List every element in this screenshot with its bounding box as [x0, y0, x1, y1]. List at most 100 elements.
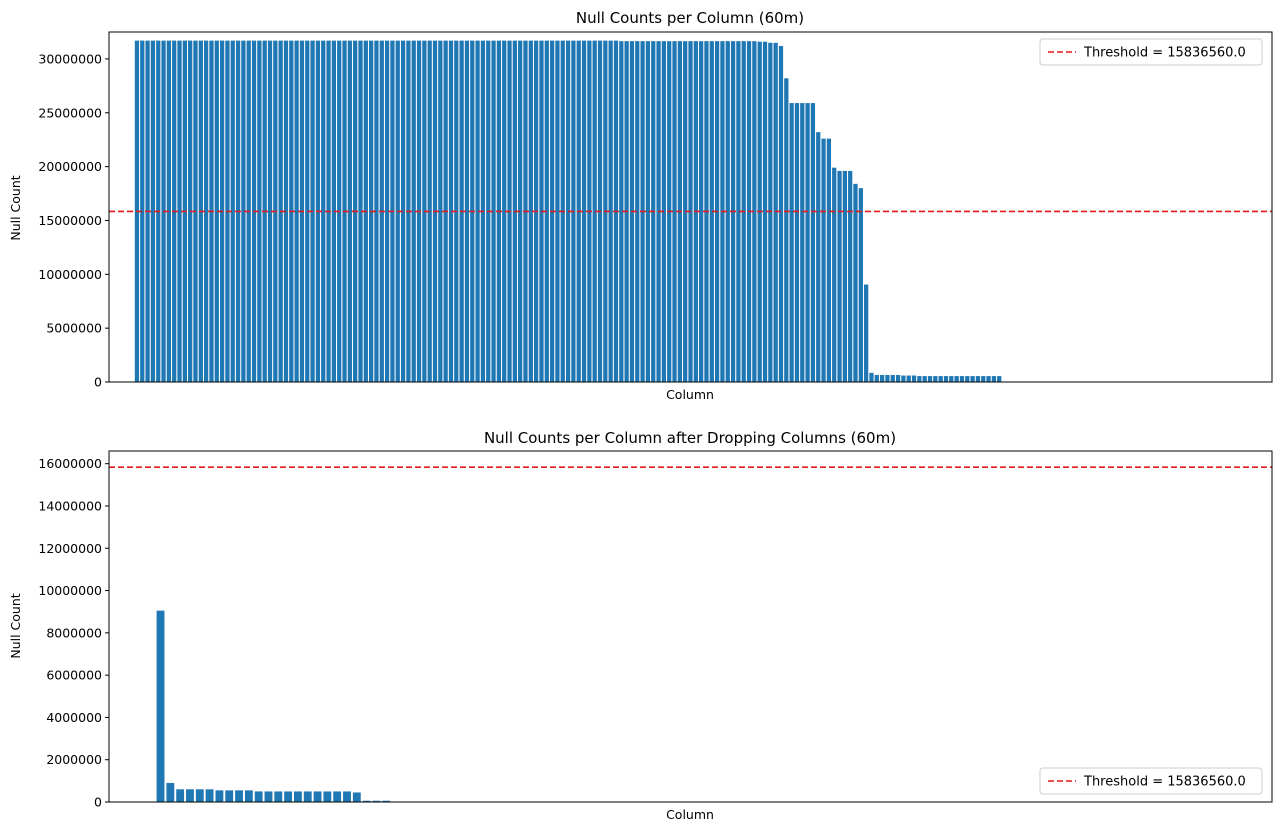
bar [784, 78, 789, 382]
bar [372, 800, 381, 802]
bar [264, 791, 273, 802]
y-tick-label: 12000000 [38, 541, 102, 556]
bar [150, 40, 156, 383]
y-tick-label: 25000000 [38, 105, 102, 120]
bar [869, 372, 874, 382]
y-tick-label: 10000000 [38, 583, 102, 598]
y-axis-label: Null Count [8, 593, 23, 658]
bar [938, 376, 943, 382]
y-tick-label: 6000000 [46, 668, 102, 683]
bar [215, 790, 224, 802]
bar [864, 284, 869, 382]
bar [313, 791, 322, 802]
legend-box [1039, 767, 1263, 795]
bar [885, 375, 890, 382]
legend-entry-threshold: Threshold = 15836560.0 [1083, 46, 1246, 61]
bar [635, 41, 640, 383]
bar [709, 41, 714, 383]
bar [294, 791, 302, 802]
y-tick-label: 15000000 [38, 213, 102, 228]
bar [186, 789, 194, 802]
bar [267, 40, 273, 383]
bar [874, 375, 879, 382]
bar [762, 41, 768, 382]
plot-frame [108, 31, 1273, 383]
bar [816, 132, 821, 382]
legend: Threshold = 15836560.0 [1039, 767, 1263, 795]
y-tick-label: 2000000 [46, 752, 102, 767]
bar [768, 42, 773, 383]
bar [204, 40, 209, 383]
bar [805, 103, 810, 382]
bar [205, 789, 214, 802]
bar [528, 40, 533, 383]
y-tick-label: 0 [94, 375, 102, 390]
bar [959, 376, 965, 382]
bar [303, 791, 312, 802]
bar [725, 41, 730, 383]
bar [906, 375, 911, 382]
bar [949, 376, 954, 382]
bar [274, 791, 283, 802]
bar [800, 103, 805, 382]
bar [837, 170, 842, 382]
bar [927, 376, 933, 382]
bar [235, 790, 243, 802]
bar [981, 376, 986, 382]
bar [438, 40, 443, 383]
y-tick-label: 14000000 [38, 498, 102, 513]
bars [156, 610, 391, 802]
bar [502, 40, 507, 383]
x-axis-label: Column [666, 807, 714, 822]
bar [997, 376, 1002, 382]
legend-entry-threshold: Threshold = 15836560.0 [1083, 775, 1246, 790]
bar [254, 791, 263, 802]
bar [848, 170, 853, 382]
bar [382, 800, 391, 802]
y-tick-label: 0 [94, 795, 102, 810]
bar [400, 40, 406, 383]
bar [699, 41, 704, 383]
y-tick-label: 16000000 [38, 456, 102, 471]
bar [810, 103, 816, 382]
y-tick-label: 20000000 [38, 159, 102, 174]
bar [323, 791, 332, 802]
bar [592, 40, 597, 383]
bar [645, 41, 651, 383]
bar [177, 40, 182, 383]
bar [752, 41, 757, 383]
bar [374, 40, 379, 383]
bar [858, 188, 863, 382]
bar [448, 40, 454, 383]
bar [986, 376, 991, 382]
bar [895, 375, 901, 382]
y-ticks: 0 5000000 10000000 15000000 20000000 25000000… [38, 51, 109, 390]
bar [491, 40, 496, 383]
bar [166, 782, 175, 802]
bar [214, 40, 219, 383]
bar [917, 376, 922, 382]
bar [736, 41, 741, 383]
bar [821, 138, 826, 382]
bar [933, 376, 938, 382]
y-tick-label: 4000000 [46, 710, 102, 725]
bar [464, 40, 470, 383]
chart-title: Null Counts per Column (60m) [576, 9, 804, 27]
bar [195, 789, 204, 802]
bar [156, 610, 165, 802]
bar [362, 800, 371, 802]
bar [321, 40, 326, 383]
bar [257, 40, 262, 383]
bar [284, 791, 293, 802]
bar [581, 40, 587, 383]
bar [333, 791, 342, 802]
bar [943, 376, 949, 382]
bar [975, 376, 981, 382]
bar [826, 138, 832, 382]
y-tick-label: 30000000 [38, 51, 102, 66]
bar [879, 375, 885, 382]
bar [176, 789, 185, 802]
bar [954, 376, 959, 382]
y-tick-label: 10000000 [38, 267, 102, 282]
